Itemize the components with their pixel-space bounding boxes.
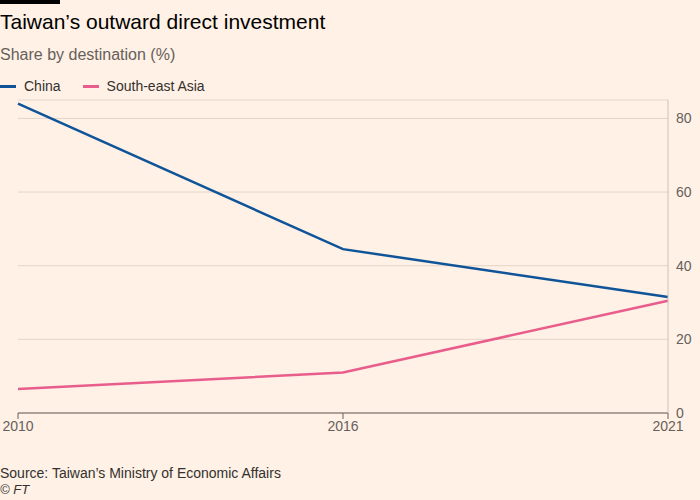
svg-text:2016: 2016 [327,418,358,434]
svg-text:60: 60 [676,184,692,200]
html-text:South-east Asia: South-east Asia [106,78,205,94]
svg-text:80: 80 [676,110,692,126]
html-text:China: China [24,78,61,94]
svg-text:0: 0 [676,405,684,421]
html-text:© FT: © FT [0,482,30,497]
svg-text:2010: 2010 [8,418,34,434]
html-text:Taiwan’s outward direct invest: Taiwan’s outward direct investment [0,10,326,33]
svg-text:40: 40 [676,258,692,274]
html-text:Source: Taiwan’s Ministry of E: Source: Taiwan’s Ministry of Economic Af… [0,465,281,481]
html-text:Share by destination (%): Share by destination (%) [0,46,176,63]
svg-text:2021: 2021 [652,417,684,434]
svg-text:20: 20 [676,331,692,347]
